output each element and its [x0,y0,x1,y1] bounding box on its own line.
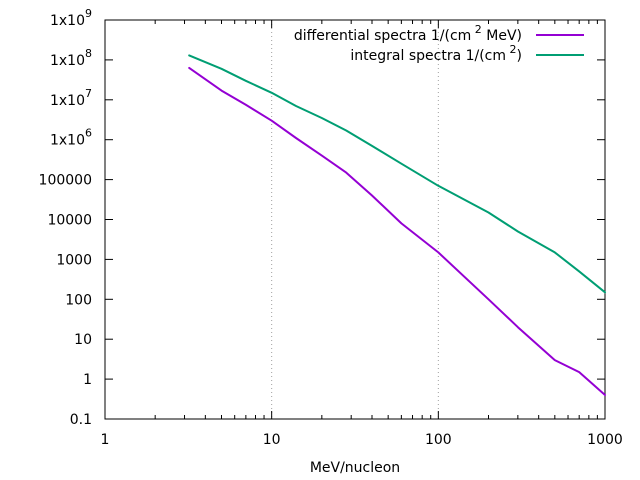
x-tick-labels: 1 10 100 1000 [101,432,623,448]
y-tick-label: 1000 [56,252,92,268]
y-tick-label: 10000 [47,213,92,229]
legend: differential spectra 1/(cm 2 MeV)integra… [294,23,584,64]
x-axis-label: MeV/nucleon [310,460,400,476]
series-line-1 [188,66,606,396]
series-group [188,54,606,396]
series-line-2 [188,54,606,294]
y-tick-labels: 0.1 1 10 100 1000 10000 100000 1x106 1x107 1x108 1… [39,7,92,428]
y-tick-label: 1x106 [50,127,92,149]
legend-label-1: differential spectra 1/(cm 2 MeV) [294,23,522,44]
x-tick-label: 100 [425,432,452,448]
y-tick-label: 100 [65,292,92,308]
axis-ticks [104,19,606,420]
legend-label-2: integral spectra 1/(cm 2) [350,43,522,64]
y-tick-label: 1 [83,372,92,388]
y-tick-label: 10 [74,332,92,348]
y-tick-label: 100000 [39,173,92,189]
y-tick-label: 1x108 [50,47,92,69]
y-tick-label: 0.1 [70,412,92,428]
y-tick-label: 1x107 [50,87,92,109]
plot-frame [104,19,606,420]
grid [271,20,439,419]
y-tick-label: 1x109 [50,7,92,29]
x-tick-label: 1 [101,432,110,448]
x-tick-label: 1000 [587,432,623,448]
x-tick-label: 10 [263,432,281,448]
